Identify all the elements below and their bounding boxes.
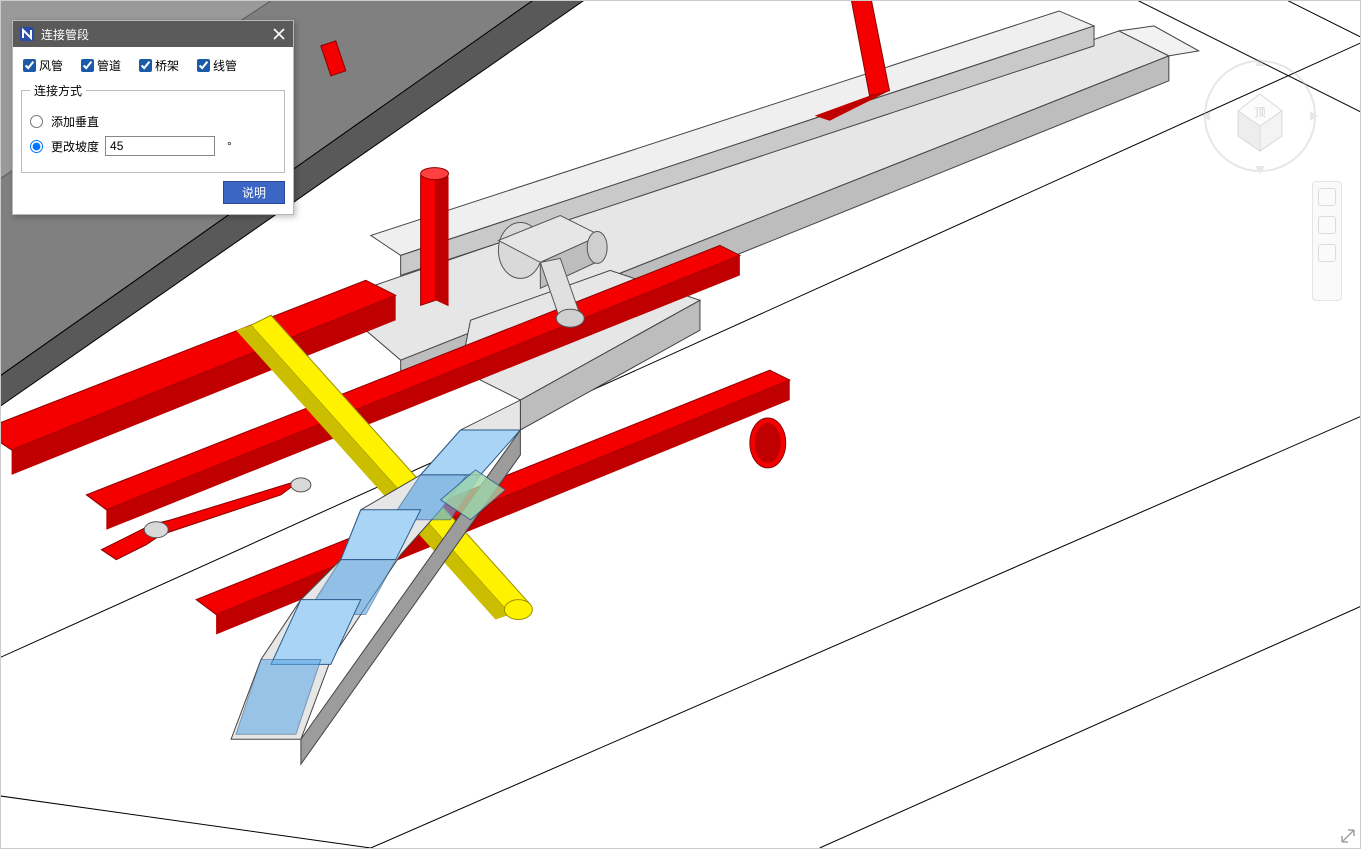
viewcube-svg: 顶 [1200,56,1320,176]
pan-icon[interactable] [1318,244,1336,262]
viewcube[interactable]: 顶 [1200,56,1320,176]
checkbox-pipe-input[interactable] [81,59,94,72]
radio-row-vertical[interactable]: 添加垂直 [30,113,276,130]
connect-segment-dialog: 连接管段 风管 管道 桥架 线管 连接方式 [12,20,294,215]
dialog-title: 连接管段 [41,26,269,43]
radio-change-slope[interactable] [30,140,43,153]
checkbox-duct-label: 风管 [39,57,63,74]
checkbox-duct[interactable]: 风管 [23,57,63,74]
dialog-button-row: 说明 [21,181,285,204]
filter-checkbox-row: 风管 管道 桥架 线管 [21,57,285,74]
checkbox-pipe[interactable]: 管道 [81,57,121,74]
checkbox-tray-input[interactable] [139,59,152,72]
help-button[interactable]: 说明 [223,181,285,204]
checkbox-conduit-input[interactable] [197,59,210,72]
group-legend: 连接方式 [30,82,86,99]
expand-corner-icon[interactable] [1340,828,1356,844]
checkbox-conduit[interactable]: 线管 [197,57,237,74]
zoom-icon[interactable] [1318,216,1336,234]
dialog-titlebar[interactable]: 连接管段 [13,21,293,47]
navigation-bar[interactable] [1312,181,1342,301]
app-icon [19,26,35,42]
checkbox-tray-label: 桥架 [155,57,179,74]
home-icon[interactable] [1318,188,1336,206]
radio-add-vertical-label: 添加垂直 [51,113,99,130]
viewcube-top-label: 顶 [1255,106,1266,119]
slope-value-input[interactable] [105,136,215,156]
checkbox-conduit-label: 线管 [213,57,237,74]
dialog-body: 风管 管道 桥架 线管 连接方式 添加垂直 更改坡度 [13,47,293,214]
checkbox-tray[interactable]: 桥架 [139,57,179,74]
radio-change-slope-label: 更改坡度 [51,138,99,155]
checkbox-pipe-label: 管道 [97,57,121,74]
checkbox-duct-input[interactable] [23,59,36,72]
connection-method-group: 连接方式 添加垂直 更改坡度 ° [21,82,285,173]
radio-add-vertical[interactable] [30,115,43,128]
slope-unit: ° [227,139,232,153]
radio-row-slope[interactable]: 更改坡度 ° [30,136,276,156]
close-icon[interactable] [269,24,289,44]
